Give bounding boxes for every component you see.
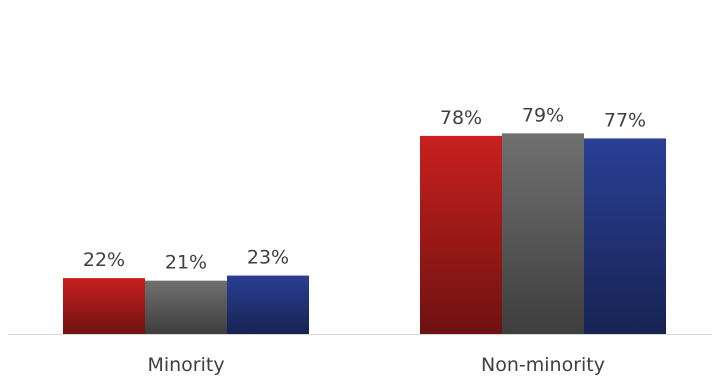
- bars-group: [63, 133, 666, 334]
- bar-minority-series-2: [145, 280, 227, 334]
- category-labels-group: Minority Non-minority: [147, 354, 605, 376]
- data-label: 21%: [165, 252, 207, 274]
- data-label: 78%: [440, 107, 482, 129]
- category-label: Minority: [147, 354, 224, 376]
- data-label: 79%: [522, 104, 564, 126]
- data-label: 77%: [604, 109, 646, 131]
- bar-non-minority-series-3: [584, 138, 666, 334]
- bar-minority-series-1: [63, 278, 145, 334]
- bar-non-minority-series-1: [420, 135, 502, 334]
- data-labels-group: 22% 21% 23% 78% 79% 77%: [83, 104, 646, 273]
- bar-minority-series-3: [227, 275, 309, 334]
- category-label: Non-minority: [481, 354, 605, 376]
- data-label: 22%: [83, 249, 125, 271]
- data-label: 23%: [247, 247, 289, 269]
- bar-non-minority-series-2: [502, 133, 584, 334]
